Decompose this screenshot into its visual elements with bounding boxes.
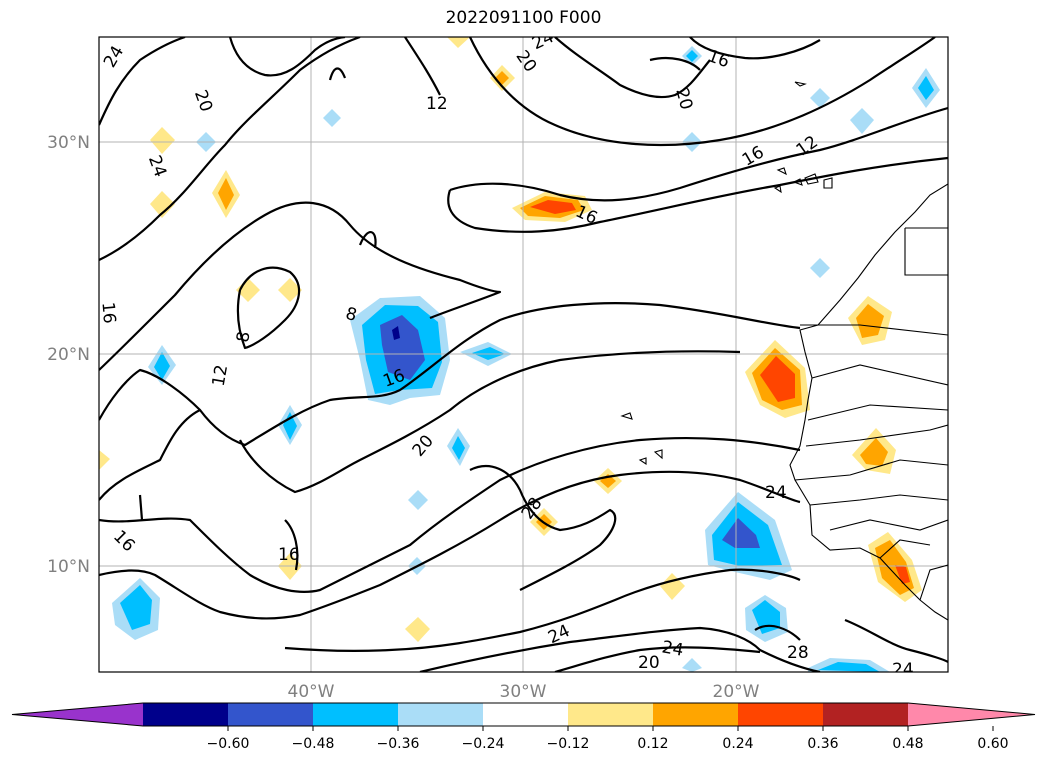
colorbar-tick-label: 0.36 <box>807 736 838 752</box>
contour-label: 24 <box>660 637 685 660</box>
map-frame <box>98 36 949 673</box>
colorbar-segment <box>313 703 398 726</box>
map-title: 2022091100 F000 <box>445 8 602 28</box>
colorbar-tick-label: −0.12 <box>547 736 590 752</box>
contour-label: 24 <box>765 483 787 503</box>
colorbar-segment <box>568 703 653 726</box>
contour-label: 16 <box>278 545 300 565</box>
contour-label: 8 <box>233 330 255 344</box>
contour-label: 24 <box>892 660 914 680</box>
lat-label: 30°N <box>47 133 90 153</box>
contour-label: 8 <box>343 304 359 326</box>
lon-label: 20°W <box>713 682 760 702</box>
colorbar: −0.60 −0.48 −0.36 −0.24 −0.12 0.12 0.24 0.36 0.4… <box>11 702 1036 752</box>
colorbar-outline <box>11 702 1036 727</box>
lat-labels: 30°N 20°N 10°N <box>47 133 90 577</box>
contour-lines <box>99 37 948 672</box>
colorbar-segment <box>398 703 483 726</box>
contour-label: 12 <box>209 363 232 388</box>
contour-label: 12 <box>426 94 448 114</box>
lon-labels: 40°W 30°W 20°W <box>288 682 760 702</box>
colorbar-segment <box>738 703 823 726</box>
colorbar-extend-high <box>908 703 1035 726</box>
colorbar-tick-label: −0.60 <box>207 736 250 752</box>
colorbar-segment <box>823 703 908 726</box>
colorbar-tick-label: 0.60 <box>977 736 1008 752</box>
lat-label: 20°N <box>47 345 90 365</box>
colorbar-segment <box>483 703 568 726</box>
colorbar-tick-label: −0.36 <box>377 736 420 752</box>
lat-label: 10°N <box>47 557 90 577</box>
shaded-anomalies <box>99 37 940 672</box>
gridlines <box>99 37 948 672</box>
colorbar-tick-label: 0.24 <box>722 736 753 752</box>
colorbar-tick-label: 0.12 <box>637 736 668 752</box>
lon-label: 40°W <box>288 682 335 702</box>
colorbar-tick-label: −0.48 <box>292 736 335 752</box>
coastlines <box>620 81 948 621</box>
colorbar-tick-label: 0.48 <box>892 736 923 752</box>
contour-label: 20 <box>638 653 660 673</box>
lon-label: 30°W <box>500 682 547 702</box>
colorbar-segment <box>143 703 228 726</box>
colorbar-segment <box>228 703 313 726</box>
contour-label: 28 <box>787 643 809 663</box>
colorbar-extend-low <box>12 703 143 726</box>
colorbar-tick-label: −0.24 <box>462 736 505 752</box>
contour-label: 16 <box>97 301 119 324</box>
colorbar-segment <box>653 703 738 726</box>
